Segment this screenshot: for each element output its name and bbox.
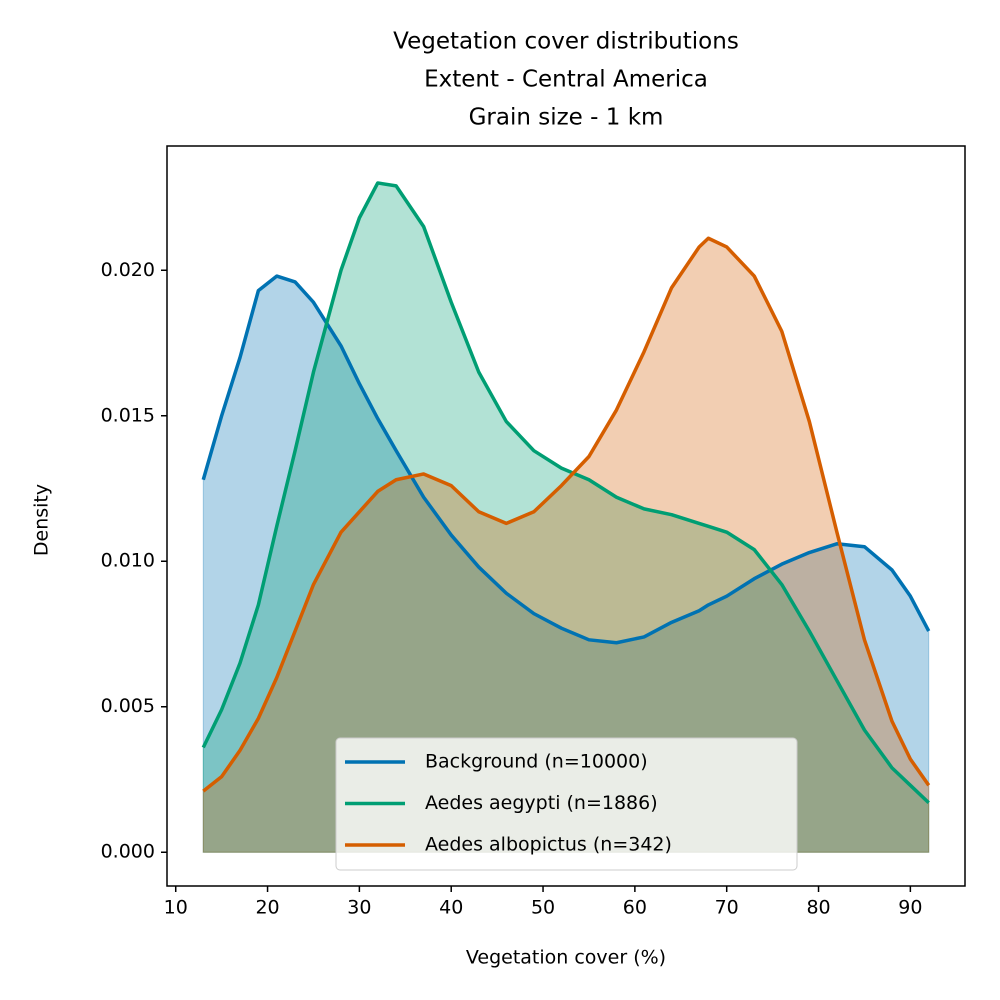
x-tick-label: 40 <box>439 897 463 919</box>
y-tick-label: 0.010 <box>101 550 155 572</box>
line <box>201 274 931 645</box>
x-tick-label: 90 <box>898 897 922 919</box>
x-tick-label: 60 <box>623 897 647 919</box>
line <box>201 181 930 805</box>
x-tick-label: 70 <box>715 897 739 919</box>
x-tick-label: 20 <box>255 897 279 919</box>
legend-box <box>335 737 798 871</box>
y-tick-label: 0.015 <box>101 404 155 426</box>
legend-label: Aedes aegypti (n=1886) <box>425 792 658 814</box>
x-axis-label: Vegetation cover (%) <box>466 947 666 969</box>
y-tick-label: 0.005 <box>101 695 155 717</box>
chart-title: Vegetation cover distributions <box>393 29 739 55</box>
x-tick-label: 50 <box>531 897 555 919</box>
x-tick-label: 30 <box>347 897 371 919</box>
plot-frame <box>166 145 966 887</box>
chart-title: Extent - Central America <box>424 67 708 93</box>
x-tick-label: 10 <box>164 897 188 919</box>
y-axis-label: Density <box>31 484 53 556</box>
y-tick-label: 0.020 <box>101 259 155 281</box>
y-tick-label: 0.000 <box>101 841 155 863</box>
line <box>202 236 931 793</box>
chart-title: Grain size - 1 km <box>469 105 664 131</box>
legend-label: Aedes albopictus (n=342) <box>425 834 672 856</box>
legend-label: Background (n=10000) <box>425 751 648 773</box>
x-tick-label: 80 <box>806 897 830 919</box>
